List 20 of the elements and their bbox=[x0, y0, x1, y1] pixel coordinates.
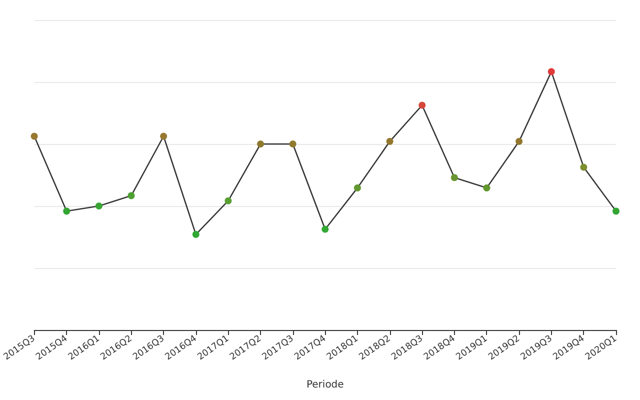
x-axis-title: Periode bbox=[306, 380, 344, 390]
point bbox=[257, 140, 264, 148]
point bbox=[289, 140, 296, 148]
point bbox=[354, 184, 361, 192]
point bbox=[418, 102, 426, 109]
point bbox=[483, 184, 490, 192]
point bbox=[450, 174, 458, 182]
point bbox=[192, 230, 200, 238]
point bbox=[30, 132, 38, 140]
point bbox=[224, 197, 232, 204]
point bbox=[160, 132, 168, 140]
point bbox=[516, 138, 523, 145]
point bbox=[612, 208, 620, 215]
point bbox=[128, 192, 135, 200]
point bbox=[322, 226, 329, 233]
point bbox=[580, 164, 588, 171]
point bbox=[95, 202, 102, 210]
point bbox=[548, 68, 555, 76]
point bbox=[63, 208, 70, 215]
point bbox=[386, 138, 394, 145]
